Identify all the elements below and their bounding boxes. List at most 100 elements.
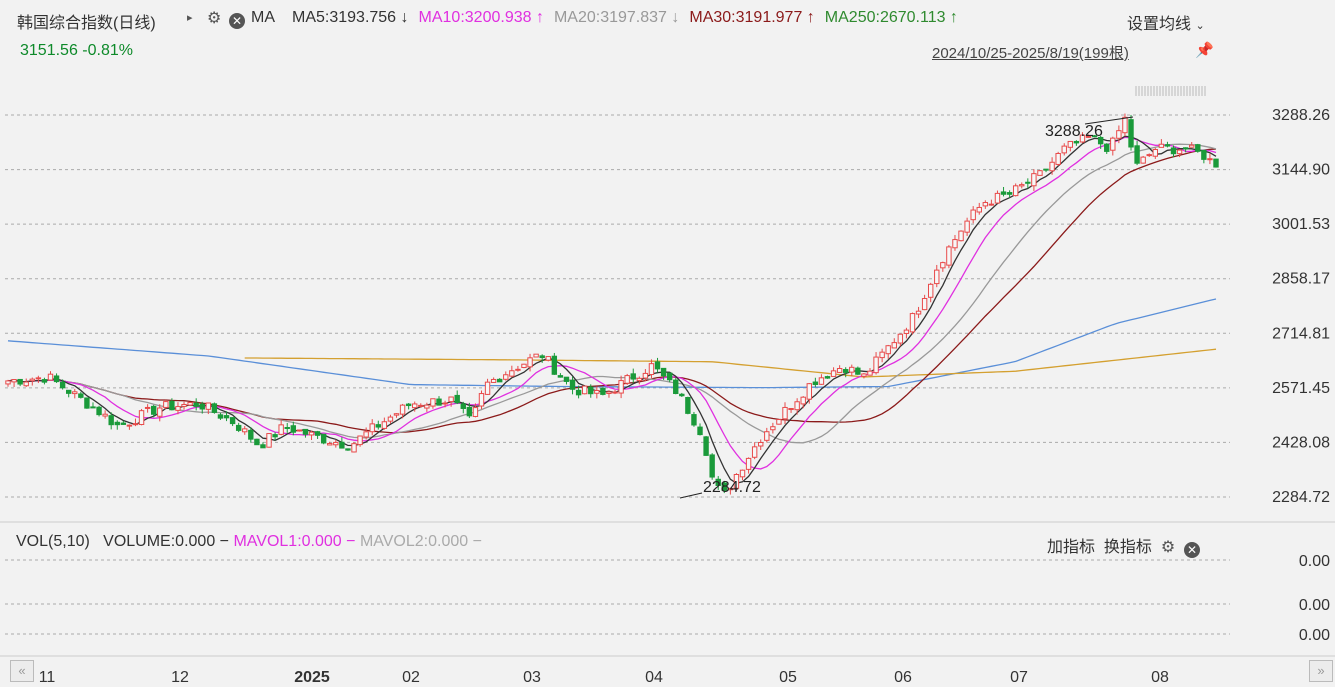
candle — [1097, 136, 1104, 149]
candle — [490, 377, 497, 383]
chart-header: 韩国综合指数(日线) ▸ ⚙ ✕ MA MA5:3193.756 ↓ MA10:3… — [0, 0, 1335, 70]
x-tick-label: 03 — [523, 669, 541, 686]
candle-body — [393, 413, 400, 416]
candle — [1140, 155, 1146, 164]
candle — [163, 399, 169, 410]
candle-body — [357, 435, 363, 446]
candle — [545, 356, 551, 362]
scroll-right-button[interactable]: » — [1309, 660, 1333, 682]
candle-body — [600, 387, 606, 395]
candle-body — [284, 427, 290, 430]
candle — [1146, 153, 1152, 158]
candle — [35, 375, 42, 384]
candle-body — [715, 478, 721, 486]
candle-body — [648, 363, 655, 376]
candle-body — [41, 379, 48, 383]
candle — [1176, 149, 1183, 158]
candle-body — [521, 363, 527, 368]
candle — [691, 411, 697, 427]
candle-body — [114, 421, 120, 426]
mavol2-value: MAVOL2:0.000 — [359, 533, 469, 550]
y-tick-label: 3001.53 — [1272, 216, 1330, 233]
candle-body — [697, 426, 703, 436]
gear-icon[interactable]: ⚙ — [207, 10, 222, 27]
candle — [976, 202, 982, 215]
candle-body — [745, 457, 752, 470]
candle — [994, 190, 1001, 204]
play-icon[interactable]: ▸ — [187, 12, 193, 24]
candle-body — [1110, 137, 1116, 151]
candle-body — [217, 414, 224, 419]
candle-body — [909, 313, 916, 333]
candle — [248, 427, 254, 443]
candle — [636, 376, 643, 385]
add-indicator-button[interactable]: 加指标 — [1047, 539, 1096, 556]
gear-icon[interactable]: ⚙ — [1160, 539, 1176, 556]
candle-body — [630, 373, 636, 380]
candle-body — [23, 381, 29, 387]
ma20-line — [7, 143, 1217, 444]
candle — [697, 423, 703, 436]
candle-body — [976, 206, 982, 213]
candle-body — [308, 431, 315, 436]
candle-body — [788, 408, 794, 411]
candle — [1067, 140, 1074, 152]
candle — [964, 217, 970, 236]
candle-body — [824, 376, 831, 379]
candle-body — [836, 368, 843, 373]
candle-body — [581, 385, 588, 395]
candle — [1213, 158, 1219, 168]
candle-body — [496, 378, 503, 383]
ma-settings-label: 设置均线 — [1127, 16, 1192, 33]
candle-body — [1122, 116, 1128, 134]
close-icon[interactable]: ✕ — [229, 10, 245, 29]
candle — [442, 400, 448, 408]
candle-body — [223, 415, 230, 419]
candle-body — [138, 410, 145, 425]
candle — [199, 401, 205, 414]
candle-body — [399, 404, 406, 415]
candle-body — [934, 269, 940, 285]
candle-body — [515, 368, 521, 371]
candle — [1055, 151, 1061, 166]
candle-body — [248, 429, 254, 440]
candle-body — [964, 220, 970, 233]
candle — [66, 389, 72, 398]
candle-body — [679, 393, 685, 397]
candle — [891, 338, 897, 349]
candle-body — [1031, 173, 1037, 187]
candle — [509, 365, 515, 378]
candle — [96, 405, 102, 417]
candle — [405, 403, 412, 410]
candle — [679, 392, 685, 398]
date-range[interactable]: 2024/10/25-2025/8/19(199根) — [932, 45, 1129, 62]
candle — [478, 390, 485, 410]
candle — [660, 367, 667, 380]
candle — [503, 371, 509, 381]
switch-indicator-button[interactable]: 换指标 — [1103, 539, 1152, 556]
candle-body — [709, 454, 715, 478]
candle — [563, 376, 570, 385]
candle-body — [770, 426, 776, 431]
candle — [53, 373, 60, 383]
candle — [23, 378, 29, 387]
candle — [150, 404, 157, 418]
candle — [1122, 113, 1128, 137]
candle-body — [1176, 149, 1183, 155]
close-icon[interactable]: ✕ — [1184, 539, 1201, 558]
candle-body — [193, 402, 199, 407]
candle — [496, 378, 503, 383]
candle — [47, 371, 54, 381]
candle — [314, 430, 321, 439]
candle — [1134, 140, 1140, 166]
pin-icon[interactable]: 📌 — [1195, 42, 1214, 59]
candle — [715, 476, 721, 490]
candle — [527, 353, 533, 372]
candle — [618, 375, 624, 399]
ma-settings-button[interactable]: 设置均线 ⌄ — [1127, 10, 1205, 34]
scroll-left-button[interactable]: « — [10, 660, 34, 682]
candle-body — [163, 401, 169, 408]
candle — [588, 384, 594, 398]
candle-body — [727, 487, 734, 491]
